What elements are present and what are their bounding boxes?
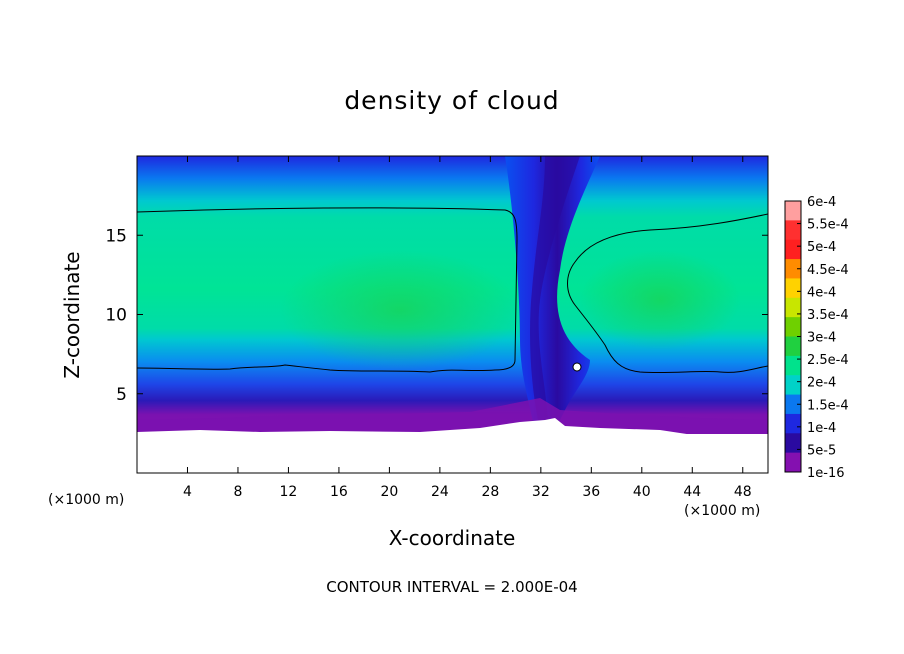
y-axis-ticks: 5 10 15: [105, 226, 768, 405]
colorbar-swatch: [785, 355, 801, 376]
x-tick-label: 16: [330, 484, 348, 500]
y-axis-label: Z-coordinate: [60, 251, 84, 379]
colorbar-swatch: [785, 375, 801, 396]
x-axis-ticks: 4 8 12 16 20 24 28 32 36 40 44 48: [183, 156, 752, 500]
contour-line-left: [137, 207, 518, 373]
low-density-gap: [505, 156, 600, 430]
y-tick-label: 15: [105, 226, 127, 246]
colorbar: 6e-4 5.5e-4 5e-4 4.5e-4 4e-4 3.5e-4 3e-4 2.5e-4…: [784, 195, 849, 481]
colorbar-label: 4.5e-4: [807, 263, 849, 278]
colorbar-swatch: [785, 452, 801, 473]
x-tick-label: 12: [280, 484, 298, 500]
colorbar-swatch: [785, 297, 801, 318]
x-tick-label: 36: [582, 484, 600, 500]
colorbar-label: 5e-5: [807, 443, 836, 458]
contour-field: [137, 156, 768, 473]
colorbar-swatch: [785, 336, 801, 357]
x-tick-label: 32: [532, 484, 550, 500]
x-tick-label: 20: [380, 484, 398, 500]
x-unit-label-right: (×1000 m): [684, 503, 761, 519]
y-tick-label: 10: [105, 306, 127, 326]
colorbar-swatch: [785, 394, 801, 415]
chart-title: density of cloud: [344, 86, 560, 115]
colorbar-label: 4e-4: [807, 285, 836, 300]
colorbar-swatch: [785, 413, 801, 434]
x-tick-label: 48: [734, 484, 752, 500]
x-tick-label: 28: [481, 484, 499, 500]
colorbar-label: 1e-4: [807, 421, 836, 436]
colorbar-label: 2.5e-4: [807, 353, 849, 368]
x-tick-label: 44: [683, 484, 701, 500]
colorbar-swatch: [785, 239, 801, 260]
colorbar-label: 1e-16: [807, 466, 845, 481]
y-tick-label: 5: [116, 385, 127, 405]
colorbar-swatch: [785, 220, 801, 241]
colorbar-label: 6e-4: [807, 195, 836, 210]
x-tick-label: 8: [233, 484, 242, 500]
cloud-core-left: [280, 250, 520, 370]
gap-core: [530, 156, 580, 420]
colorbar-swatch: [785, 259, 801, 279]
contour-small-loop: [572, 362, 582, 372]
colorbar-swatch: [785, 201, 801, 221]
cloud-base-rim: [137, 398, 768, 434]
x-axis-label: X-coordinate: [388, 526, 516, 550]
contour-line-right: [567, 213, 768, 374]
colorbar-label: 3.5e-4: [807, 308, 849, 323]
no-cloud-region: [137, 418, 768, 473]
colorbar-label: 5.5e-4: [807, 218, 849, 233]
colorbar-label: 2e-4: [807, 376, 836, 391]
colorbar-swatch: [785, 433, 801, 454]
colorbar-label: 3e-4: [807, 331, 836, 346]
contour-interval-note: CONTOUR INTERVAL = 2.000E-04: [326, 578, 578, 596]
colorbar-label: 5e-4: [807, 240, 836, 255]
cloud-core-right: [580, 250, 740, 350]
x-tick-label: 4: [183, 484, 192, 500]
x-tick-label: 24: [431, 484, 449, 500]
x-unit-label-left: (×1000 m): [48, 492, 125, 508]
colorbar-swatch: [785, 278, 801, 299]
x-tick-label: 40: [633, 484, 651, 500]
colorbar-swatch: [785, 317, 801, 337]
colorbar-label: 1.5e-4: [807, 398, 849, 413]
